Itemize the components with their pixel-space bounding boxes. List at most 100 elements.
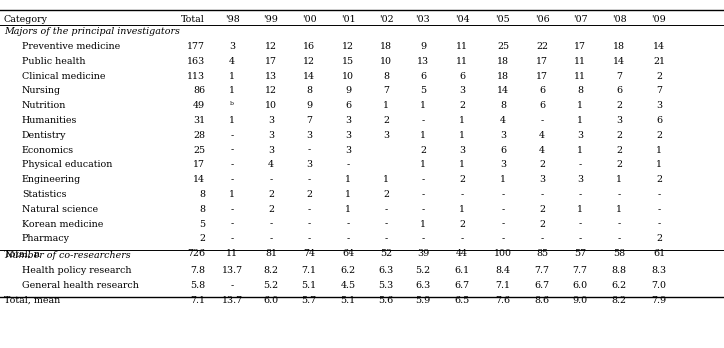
Text: 1: 1 <box>383 175 389 184</box>
Text: 7.7: 7.7 <box>534 266 550 275</box>
Text: '00: '00 <box>302 15 316 24</box>
Text: 39: 39 <box>417 249 429 258</box>
Text: 85: 85 <box>536 249 548 258</box>
Text: 6.2: 6.2 <box>612 281 626 290</box>
Text: 2: 2 <box>616 160 622 169</box>
Text: -: - <box>346 235 350 243</box>
Text: -: - <box>308 175 311 184</box>
Text: -: - <box>421 205 424 214</box>
Text: 3: 3 <box>306 160 312 169</box>
Text: 1: 1 <box>229 190 235 199</box>
Text: 31: 31 <box>193 116 205 125</box>
Text: Korean medicine: Korean medicine <box>22 220 104 229</box>
Text: 2: 2 <box>268 205 274 214</box>
Text: 1: 1 <box>459 116 465 125</box>
Text: 6.3: 6.3 <box>379 266 394 275</box>
Text: 8: 8 <box>577 86 583 95</box>
Text: 7.0: 7.0 <box>652 281 667 290</box>
Text: 7: 7 <box>383 86 389 95</box>
Text: 5.2: 5.2 <box>416 266 431 275</box>
Text: 13: 13 <box>417 57 429 66</box>
Text: 3: 3 <box>500 160 506 169</box>
Text: 2: 2 <box>656 72 662 81</box>
Text: 5: 5 <box>420 86 426 95</box>
Text: 9: 9 <box>345 86 351 95</box>
Text: 726: 726 <box>187 249 205 258</box>
Text: 6.7: 6.7 <box>534 281 550 290</box>
Text: -: - <box>540 190 544 199</box>
Text: 49: 49 <box>193 101 205 110</box>
Text: 177: 177 <box>187 42 205 51</box>
Text: 17: 17 <box>574 42 586 51</box>
Text: -: - <box>540 116 544 125</box>
Text: Category: Category <box>4 15 48 24</box>
Text: 9: 9 <box>420 42 426 51</box>
Text: 14: 14 <box>497 86 509 95</box>
Text: -: - <box>618 190 620 199</box>
Text: -: - <box>502 235 505 243</box>
Text: Preventive medicine: Preventive medicine <box>22 42 120 51</box>
Text: -: - <box>460 190 463 199</box>
Text: 28: 28 <box>193 131 205 140</box>
Text: 8: 8 <box>500 101 506 110</box>
Text: 2: 2 <box>656 131 662 140</box>
Text: 6.7: 6.7 <box>455 281 470 290</box>
Text: Statistics: Statistics <box>22 190 67 199</box>
Text: 10: 10 <box>380 57 392 66</box>
Text: Humanities: Humanities <box>22 116 77 125</box>
Text: 3: 3 <box>345 145 351 155</box>
Text: 1: 1 <box>577 101 583 110</box>
Text: 11: 11 <box>574 57 586 66</box>
Text: 6.0: 6.0 <box>573 281 588 290</box>
Text: '08: '08 <box>612 15 626 24</box>
Text: 17: 17 <box>265 57 277 66</box>
Text: 4: 4 <box>268 160 274 169</box>
Text: 17: 17 <box>536 57 548 66</box>
Text: 6.5: 6.5 <box>455 296 470 305</box>
Text: Physical education: Physical education <box>22 160 112 169</box>
Text: '06: '06 <box>534 15 550 24</box>
Text: Total, n: Total, n <box>4 249 40 258</box>
Text: 10: 10 <box>265 101 277 110</box>
Text: 7.8: 7.8 <box>190 266 205 275</box>
Text: -: - <box>502 220 505 229</box>
Text: 4: 4 <box>229 57 235 66</box>
Text: -: - <box>578 190 581 199</box>
Text: 18: 18 <box>497 72 509 81</box>
Text: 2: 2 <box>459 220 465 229</box>
Text: 1: 1 <box>345 205 351 214</box>
Text: 9.0: 9.0 <box>573 296 588 305</box>
Text: -: - <box>269 235 273 243</box>
Text: Health policy research: Health policy research <box>22 266 132 275</box>
Text: -: - <box>657 190 660 199</box>
Text: 2: 2 <box>656 175 662 184</box>
Text: 2: 2 <box>199 235 205 243</box>
Text: Pharmacy: Pharmacy <box>22 235 70 243</box>
Text: -: - <box>421 175 424 184</box>
Text: 4: 4 <box>539 131 545 140</box>
Text: 1: 1 <box>577 116 583 125</box>
Text: 1: 1 <box>420 220 426 229</box>
Text: 3: 3 <box>345 116 351 125</box>
Text: 2: 2 <box>420 145 426 155</box>
Text: Majors of the principal investigators: Majors of the principal investigators <box>4 27 180 36</box>
Text: 3: 3 <box>345 131 351 140</box>
Text: 8.2: 8.2 <box>612 296 626 305</box>
Text: -: - <box>502 205 505 214</box>
Text: 1: 1 <box>420 131 426 140</box>
Text: -: - <box>230 205 234 214</box>
Text: 12: 12 <box>265 42 277 51</box>
Text: 57: 57 <box>574 249 586 258</box>
Text: 6.2: 6.2 <box>340 266 355 275</box>
Text: 8.6: 8.6 <box>534 296 550 305</box>
Text: 14: 14 <box>613 57 625 66</box>
Text: -: - <box>308 220 311 229</box>
Text: 7.9: 7.9 <box>652 296 667 305</box>
Text: '01: '01 <box>341 15 355 24</box>
Text: 6.3: 6.3 <box>416 281 431 290</box>
Text: Public health: Public health <box>22 57 85 66</box>
Text: 3: 3 <box>459 86 465 95</box>
Text: 17: 17 <box>536 72 548 81</box>
Text: -: - <box>230 220 234 229</box>
Text: 6: 6 <box>459 72 465 81</box>
